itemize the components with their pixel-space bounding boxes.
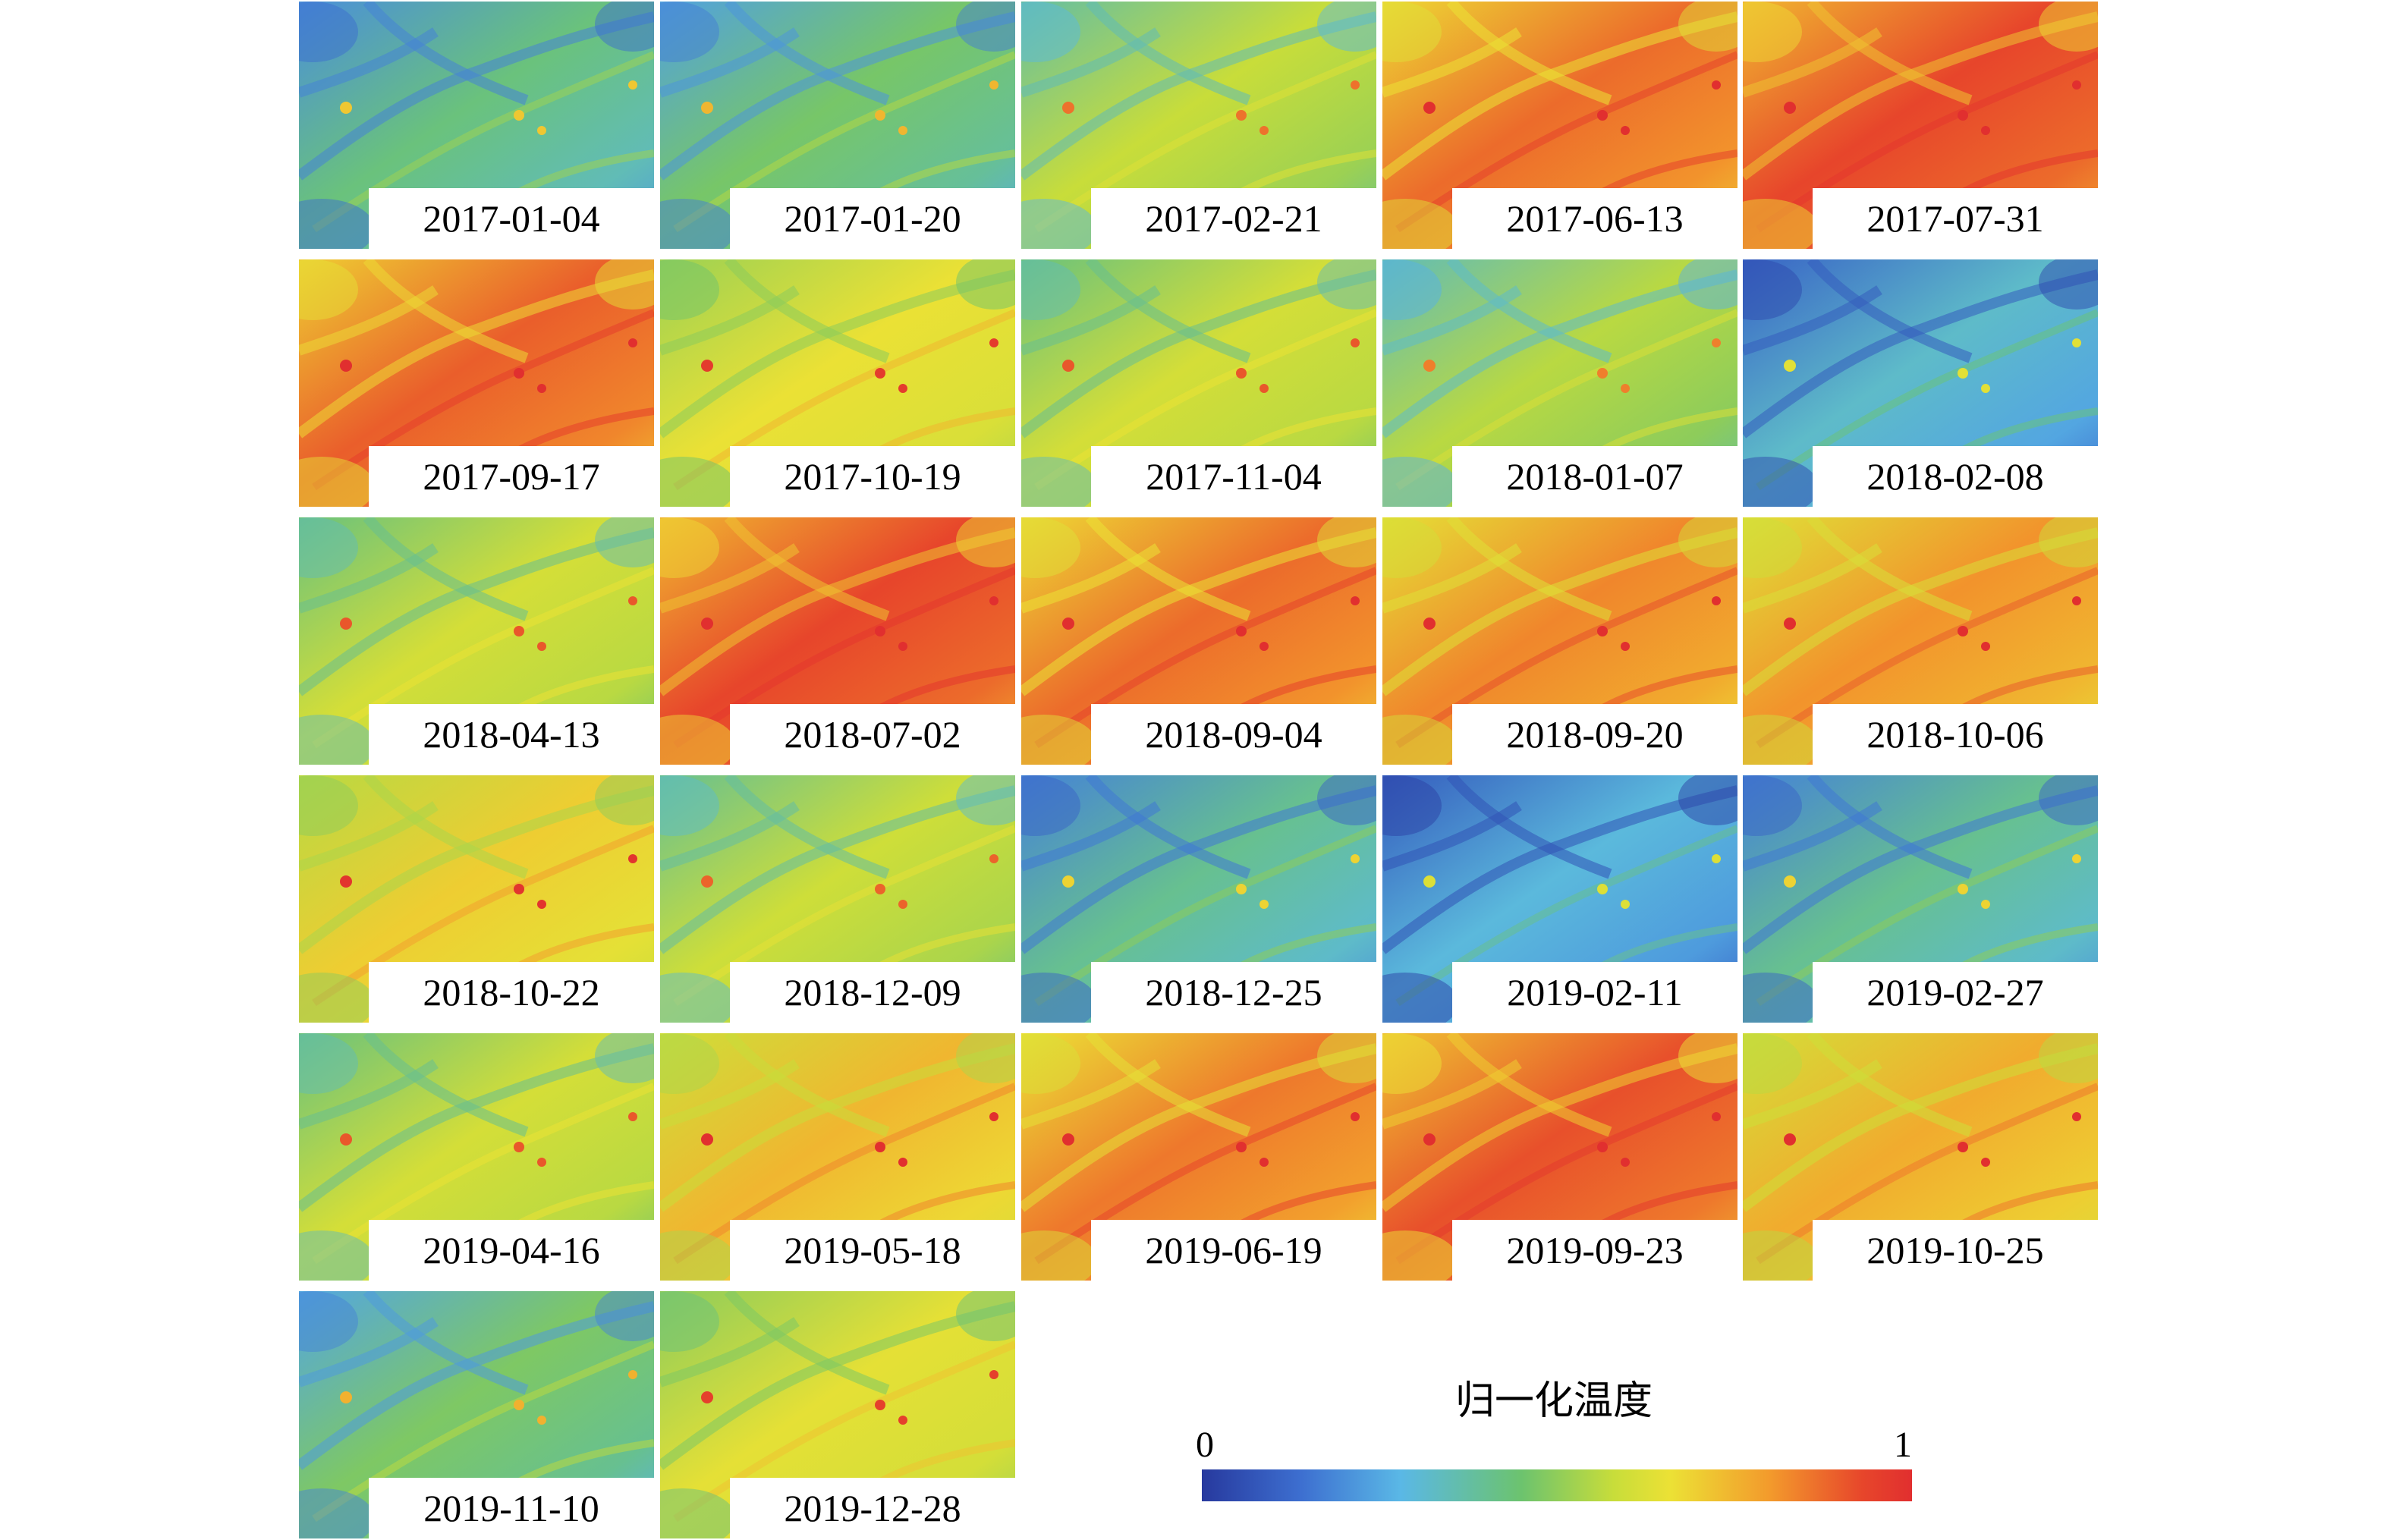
thermal-map-image	[1382, 1033, 1737, 1281]
thermal-map-tile: 2017-01-20	[660, 2, 1015, 249]
tile-date-label: 2017-06-13	[1452, 188, 1737, 249]
thermal-map-tile: 2018-02-08	[1743, 259, 2098, 507]
legend-min-label: 0	[1196, 1425, 1214, 1465]
legend-max-label: 1	[1894, 1425, 1912, 1465]
thermal-map-tile: 2018-09-20	[1382, 517, 1737, 765]
thermal-map-tile: 2019-02-27	[1743, 775, 2098, 1023]
thermal-map-tile: 2018-12-09	[660, 775, 1015, 1023]
tile-date-label: 2019-06-19	[1091, 1220, 1376, 1281]
thermal-map-tile: 2018-01-07	[1382, 259, 1737, 507]
thermal-map-tile: 2018-10-06	[1743, 517, 2098, 765]
legend-colorbar	[1202, 1469, 1912, 1501]
tile-date-label: 2017-10-19	[730, 446, 1015, 507]
tile-date-label: 2019-02-11	[1452, 962, 1737, 1023]
thermal-map-tile: 2019-02-11	[1382, 775, 1737, 1023]
thermal-map-tile: 2019-09-23	[1382, 1033, 1737, 1281]
thermal-map-tile: 2019-11-10	[299, 1291, 654, 1538]
thermal-map-tile: 2018-12-25	[1021, 775, 1376, 1023]
tile-date-label: 2018-04-13	[369, 704, 654, 765]
tile-date-label: 2017-11-04	[1091, 446, 1376, 507]
thermal-map-tile: 2019-06-19	[1021, 1033, 1376, 1281]
tile-date-label: 2017-07-31	[1813, 188, 2098, 249]
tile-date-label: 2017-09-17	[369, 446, 654, 507]
tile-date-label: 2019-02-27	[1813, 962, 2098, 1023]
tile-date-label: 2018-10-22	[369, 962, 654, 1023]
thermal-map-tile: 2019-05-18	[660, 1033, 1015, 1281]
thermal-map-tile: 2017-07-31	[1743, 2, 2098, 249]
thermal-map-tile: 2017-11-04	[1021, 259, 1376, 507]
thermal-map-tile: 2017-06-13	[1382, 2, 1737, 249]
tile-date-label: 2017-01-20	[730, 188, 1015, 249]
tile-date-label: 2017-02-21	[1091, 188, 1376, 249]
tile-date-label: 2018-09-20	[1452, 704, 1737, 765]
thermal-map-tile: 2017-01-04	[299, 2, 654, 249]
thermal-map-tile: 2017-02-21	[1021, 2, 1376, 249]
thermal-map-tile: 2018-09-04	[1021, 517, 1376, 765]
tile-date-label: 2019-12-28	[730, 1478, 1015, 1538]
thermal-map-tile: 2019-12-28	[660, 1291, 1015, 1538]
tile-date-label: 2018-10-06	[1813, 704, 2098, 765]
tile-date-label: 2018-02-08	[1813, 446, 2098, 507]
thermal-map-tile: 2019-04-16	[299, 1033, 654, 1281]
tile-date-label: 2018-12-25	[1091, 962, 1376, 1023]
tile-date-label: 2019-11-10	[369, 1478, 654, 1538]
thermal-map-tile: 2017-10-19	[660, 259, 1015, 507]
thermal-map-tile: 2019-10-25	[1743, 1033, 2098, 1281]
tile-date-label: 2018-09-04	[1091, 704, 1376, 765]
thermal-map-tile: 2018-10-22	[299, 775, 654, 1023]
tile-date-label: 2019-04-16	[369, 1220, 654, 1281]
tile-date-label: 2019-10-25	[1813, 1220, 2098, 1281]
thermal-map-tile: 2017-09-17	[299, 259, 654, 507]
color-legend: 归一化温度 0 1	[1190, 1377, 1918, 1506]
thermal-map-tile: 2018-04-13	[299, 517, 654, 765]
tile-date-label: 2018-07-02	[730, 704, 1015, 765]
tile-date-label: 2017-01-04	[369, 188, 654, 249]
tile-date-label: 2019-05-18	[730, 1220, 1015, 1281]
tile-date-label: 2019-09-23	[1452, 1220, 1737, 1281]
thermal-map-tile: 2018-07-02	[660, 517, 1015, 765]
tile-date-label: 2018-12-09	[730, 962, 1015, 1023]
legend-title: 归一化温度	[1454, 1378, 1653, 1424]
tile-date-label: 2018-01-07	[1452, 446, 1737, 507]
